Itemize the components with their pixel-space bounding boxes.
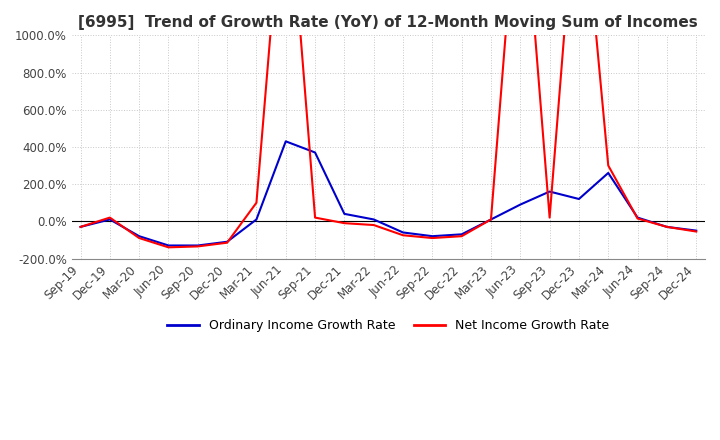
Legend: Ordinary Income Growth Rate, Net Income Growth Rate: Ordinary Income Growth Rate, Net Income …	[163, 314, 614, 337]
Title: [6995]  Trend of Growth Rate (YoY) of 12-Month Moving Sum of Incomes: [6995] Trend of Growth Rate (YoY) of 12-…	[78, 15, 698, 30]
